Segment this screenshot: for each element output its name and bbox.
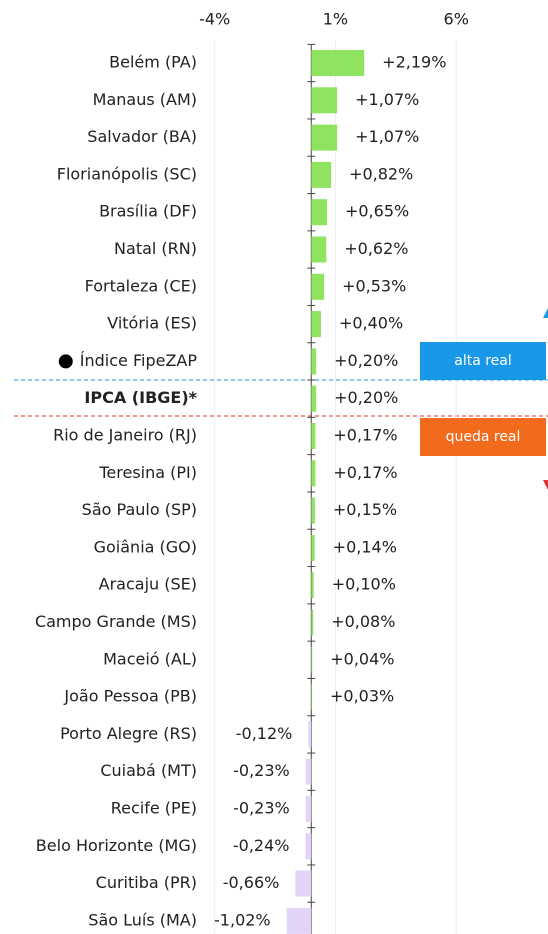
category-label: Maceió (AL) xyxy=(103,649,197,668)
bar xyxy=(311,385,317,412)
bar xyxy=(311,124,338,151)
category-label: Belo Horizonte (MG) xyxy=(36,836,197,855)
value-label: -0,23% xyxy=(233,761,290,780)
bar xyxy=(311,572,314,599)
value-label: +0,20% xyxy=(334,388,398,407)
category-label: São Paulo (SP) xyxy=(82,500,197,519)
value-label: -1,02% xyxy=(214,910,271,929)
category-label: Porto Alegre (RS) xyxy=(60,724,197,743)
bar xyxy=(305,833,312,860)
category-label: Curitiba (PR) xyxy=(96,873,197,892)
bar xyxy=(311,646,313,673)
category-label: Aracaju (SE) xyxy=(99,575,197,594)
category-label: Florianópolis (SC) xyxy=(57,164,197,183)
annotation-box xyxy=(420,418,546,456)
value-label: +0,17% xyxy=(333,463,397,482)
category-label: Vitória (ES) xyxy=(107,314,197,333)
value-label: +0,03% xyxy=(330,687,394,706)
bar xyxy=(311,161,332,188)
bar xyxy=(311,273,325,300)
value-label: +0,82% xyxy=(349,164,413,183)
bar xyxy=(311,50,365,76)
bar xyxy=(295,870,312,897)
bar xyxy=(311,609,314,636)
category-label: Fortaleza (CE) xyxy=(85,276,197,295)
category-label: São Luís (MA) xyxy=(88,910,197,929)
value-label: +0,08% xyxy=(331,612,395,631)
category-label: Manaus (AM) xyxy=(93,90,197,109)
bar xyxy=(311,311,321,338)
bar xyxy=(286,907,312,934)
category-label: João Pessoa (PB) xyxy=(63,687,197,706)
bar xyxy=(311,684,313,711)
value-label: -0,12% xyxy=(236,724,293,743)
x-tick-label: 6% xyxy=(444,10,469,29)
value-label: +0,53% xyxy=(342,276,406,295)
category-label: Salvador (BA) xyxy=(87,127,197,146)
category-label: Brasília (DF) xyxy=(99,202,197,221)
category-label: Recife (PE) xyxy=(111,799,197,818)
category-label: Rio de Janeiro (RJ) xyxy=(53,426,197,445)
bar xyxy=(305,796,312,822)
annotation-label: queda real xyxy=(446,429,521,445)
value-label: +0,17% xyxy=(333,426,397,445)
value-label: +0,10% xyxy=(332,575,396,594)
category-label: Goiânia (GO) xyxy=(94,537,197,556)
annotation-box xyxy=(420,342,546,380)
bar xyxy=(311,236,327,263)
bar xyxy=(311,534,315,561)
bar xyxy=(311,348,317,375)
bar xyxy=(311,497,315,524)
value-label: +2,19% xyxy=(382,53,446,72)
value-label: +0,62% xyxy=(344,239,408,258)
bar xyxy=(308,721,312,748)
arrow-down xyxy=(543,480,548,490)
value-label: +1,07% xyxy=(355,127,419,146)
value-label: +0,15% xyxy=(333,500,397,519)
category-label: Índice FipeZAP xyxy=(80,351,198,370)
value-label: +0,14% xyxy=(333,537,397,556)
bar xyxy=(311,460,316,487)
value-label: +0,40% xyxy=(339,314,403,333)
arrow-up xyxy=(543,308,548,318)
value-label: -0,23% xyxy=(233,799,290,818)
x-tick-label: 1% xyxy=(323,10,348,29)
legend-dot xyxy=(58,354,73,369)
bar xyxy=(311,423,316,449)
value-label: +0,65% xyxy=(345,202,409,221)
value-label: -0,66% xyxy=(223,873,280,892)
category-label: Belém (PA) xyxy=(109,53,197,72)
value-label: +1,07% xyxy=(355,90,419,109)
category-label: IPCA (IBGE)* xyxy=(84,388,197,407)
bar xyxy=(311,199,327,226)
category-label: Cuiabá (MT) xyxy=(100,761,197,780)
value-label: +0,20% xyxy=(334,351,398,370)
x-tick-label: -4% xyxy=(199,10,230,29)
category-label: Campo Grande (MS) xyxy=(35,612,197,631)
bar xyxy=(311,87,338,114)
value-label: -0,24% xyxy=(233,836,290,855)
category-label: Natal (RN) xyxy=(114,239,197,258)
annotation-label: alta real xyxy=(454,353,512,369)
value-label: +0,04% xyxy=(330,649,394,668)
category-label: Teresina (PI) xyxy=(98,463,197,482)
bar xyxy=(305,758,312,785)
